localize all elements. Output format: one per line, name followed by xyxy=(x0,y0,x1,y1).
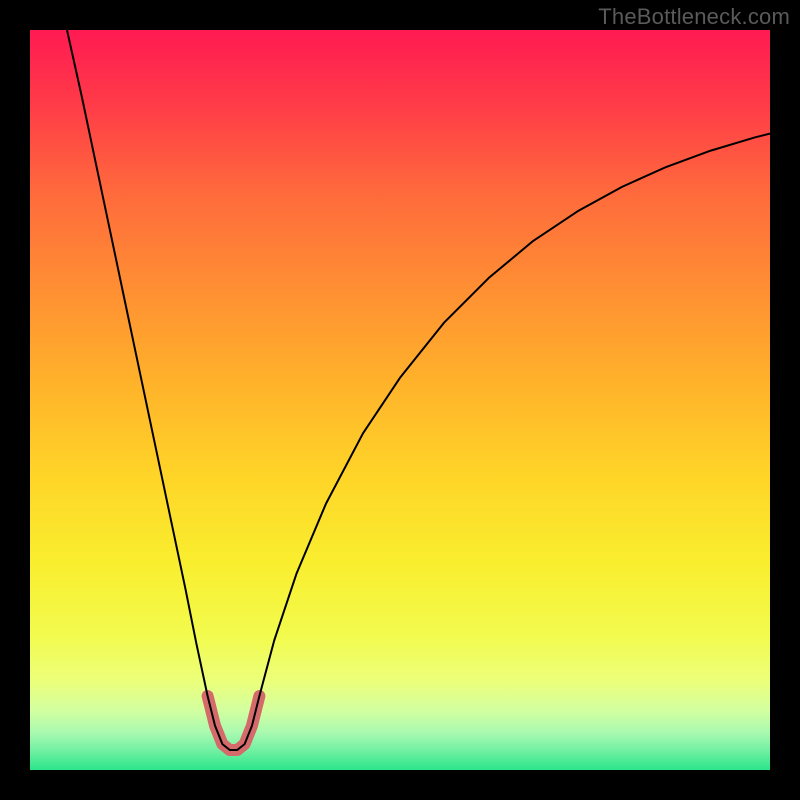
chart-background xyxy=(30,30,770,770)
bottleneck-chart xyxy=(30,30,770,770)
chart-svg xyxy=(30,30,770,770)
watermark-text: TheBottleneck.com xyxy=(598,4,790,30)
